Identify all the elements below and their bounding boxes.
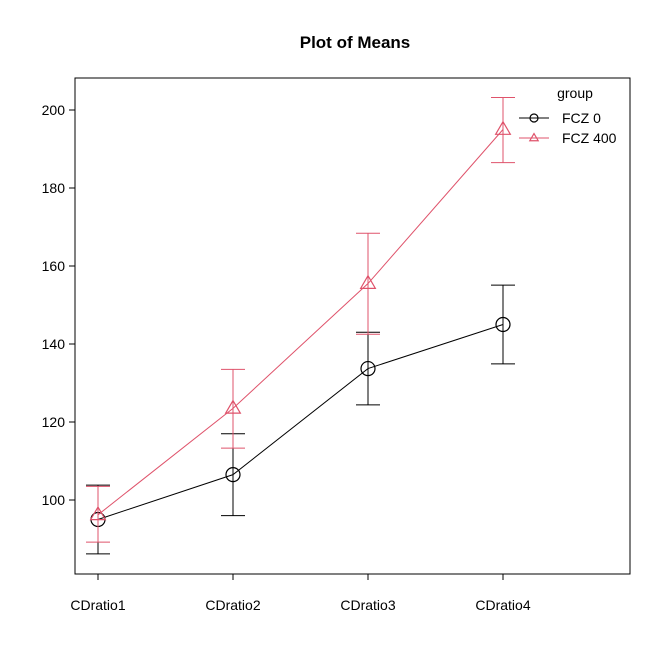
data-point <box>225 467 241 483</box>
y-tick-label: 120 <box>42 414 66 430</box>
series-line <box>97 129 504 516</box>
y-tick-label: 200 <box>42 102 66 118</box>
y-tick-label: 180 <box>42 180 66 196</box>
series-1 <box>86 97 515 543</box>
y-tick-label: 100 <box>42 492 66 508</box>
legend-label: FCZ 400 <box>562 130 617 146</box>
x-tick-label: CDratio2 <box>205 597 260 613</box>
x-tick-label: CDratio3 <box>340 597 395 613</box>
legend-title: group <box>557 85 593 101</box>
series-layer <box>86 97 515 555</box>
plot-frame <box>74 77 631 575</box>
y-tick-label: 140 <box>42 336 66 352</box>
data-point <box>494 120 512 135</box>
legend-marker <box>528 132 540 142</box>
x-tick-label: CDratio1 <box>70 597 125 613</box>
y-tick-label: 160 <box>42 258 66 274</box>
legend-label: FCZ 0 <box>562 110 601 126</box>
data-point <box>360 360 376 377</box>
data-point <box>495 316 511 333</box>
data-point <box>224 399 242 414</box>
x-axis: CDratio1 CDratio2 CDratio3 CDratio4 <box>70 574 531 613</box>
data-point <box>359 274 377 289</box>
legend-item: FCZ 400 <box>519 130 617 146</box>
data-point <box>89 505 107 521</box>
series-line <box>97 324 504 520</box>
x-tick-label: CDratio4 <box>475 597 530 613</box>
y-axis: 100 120 140 160 180 200 <box>42 102 75 508</box>
legend-item: FCZ 0 <box>519 110 601 126</box>
legend: group FCZ 0 FCZ 400 <box>519 85 617 146</box>
chart-title: Plot of Means <box>300 33 411 52</box>
legend-marker <box>529 113 539 123</box>
